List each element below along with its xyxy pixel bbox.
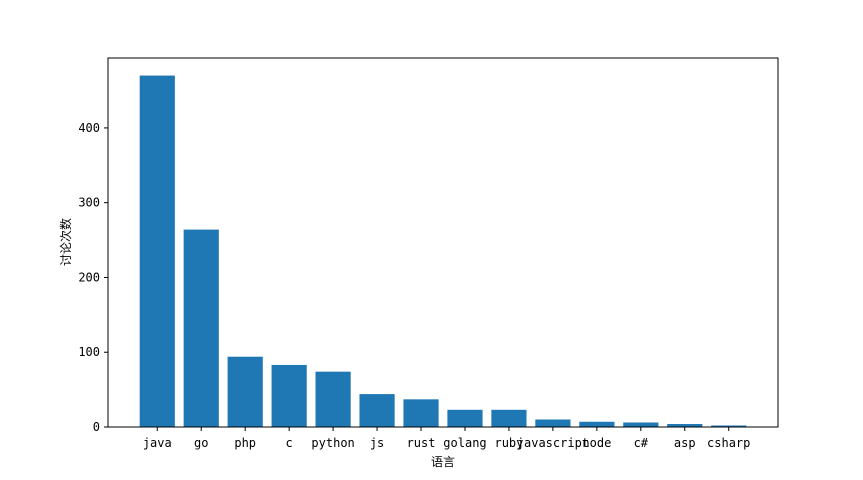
y-axis: 0 100 200 300 400 [78,121,108,434]
bar-c# [623,422,659,427]
y-tick-label-300: 300 [78,196,100,210]
bar-c [271,364,307,427]
x-tick-label-go: go [194,436,208,450]
x-tick-label-node: node [582,436,611,450]
y-tick-label-200: 200 [78,270,100,284]
plot-frame [107,57,779,428]
y-tick-label-0: 0 [93,420,100,434]
x-tick-label-ruby: ruby [494,436,523,450]
bar-js [359,394,395,427]
bars-group [139,75,747,427]
x-tick-label-java: java [143,436,172,450]
y-axis-label: 讨论次数 [58,218,73,266]
bar-asp [667,424,703,427]
x-tick-label-csharp: csharp [707,436,750,450]
bar-java [139,75,175,427]
y-tick-label-400: 400 [78,121,100,135]
x-axis: java go php c python js rust golang rubyjavascri… [143,427,750,450]
x-tick-label-asp: asp [674,436,696,450]
x-tick-label-c: c [286,436,293,450]
x-tick-label-javascript: javascript [517,436,589,450]
x-axis-label: 语言 [431,455,455,469]
x-tick-label-python: python [311,436,354,450]
bar-csharp [711,425,747,427]
x-tick-label-rust: rust [407,436,436,450]
x-tick-label-golang: golang [443,436,486,450]
bar-golang [447,409,483,427]
y-tick-label-100: 100 [78,345,100,359]
bar-python [315,371,351,427]
bar-rust [403,399,439,427]
bar-node [579,421,615,427]
bar-ruby [491,409,527,427]
x-tick-label-php: php [234,436,256,450]
bar-javascript [535,419,571,427]
bar-go [183,229,219,427]
x-tick-label-js: js [370,436,384,450]
bar-php [227,356,263,427]
x-tick-label-c#: c# [634,436,649,450]
